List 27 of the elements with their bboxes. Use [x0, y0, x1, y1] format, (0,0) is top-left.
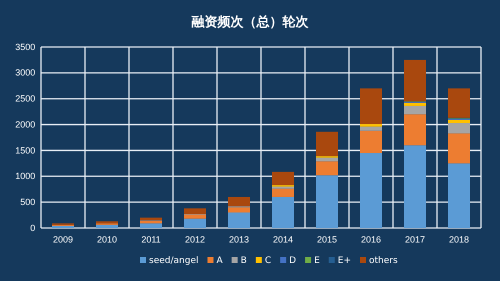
y-tick-label: 1500	[15, 145, 36, 156]
legend-label: E	[314, 256, 320, 266]
legend-label: seed/angel	[149, 256, 198, 266]
legend-label: others	[369, 256, 398, 266]
y-tick-label: 0	[30, 222, 36, 233]
legend-label: D	[289, 256, 296, 266]
y-tick-label: 500	[20, 197, 36, 208]
y-tick-label: 2500	[15, 94, 36, 104]
y-tick-label: 3000	[15, 68, 36, 78]
x-tick-label: 2014	[272, 234, 294, 245]
chart-title: 融资频次（总）轮次	[192, 14, 310, 30]
legend-label: E+	[338, 256, 351, 266]
x-tick-label: 2018	[448, 234, 470, 245]
y-tick-label: 2000	[15, 119, 36, 130]
x-tick-label: 2016	[360, 234, 382, 245]
y-tick-label: 1000	[15, 171, 36, 182]
x-tick-label: 2010	[96, 234, 118, 245]
legend-label: B	[240, 256, 247, 266]
y-tick-label: 3500	[15, 42, 36, 52]
x-tick-label: 2013	[228, 234, 250, 245]
legend-label: A	[216, 256, 224, 266]
x-tick-label: 2011	[141, 234, 161, 245]
x-tick-label: 2012	[184, 234, 206, 245]
x-tick-label: 2017	[404, 234, 426, 245]
x-tick-label: 2009	[52, 234, 74, 245]
x-tick-label: 2015	[316, 234, 338, 245]
legend-label: C	[264, 256, 272, 266]
